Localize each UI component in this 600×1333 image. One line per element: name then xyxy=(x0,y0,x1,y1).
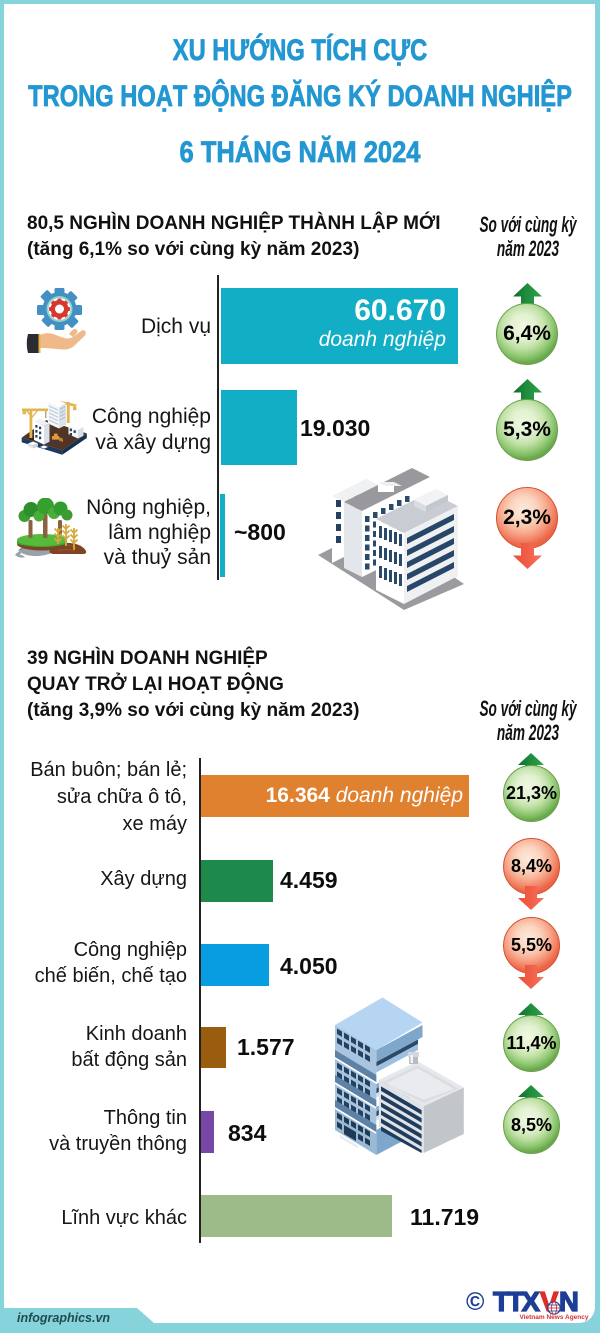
svg-text:N: N xyxy=(559,1286,579,1317)
svg-text:©: © xyxy=(466,1288,485,1316)
svg-text:TTX: TTX xyxy=(493,1286,541,1317)
svg-text:Vietnam News Agency: Vietnam News Agency xyxy=(520,1314,589,1321)
